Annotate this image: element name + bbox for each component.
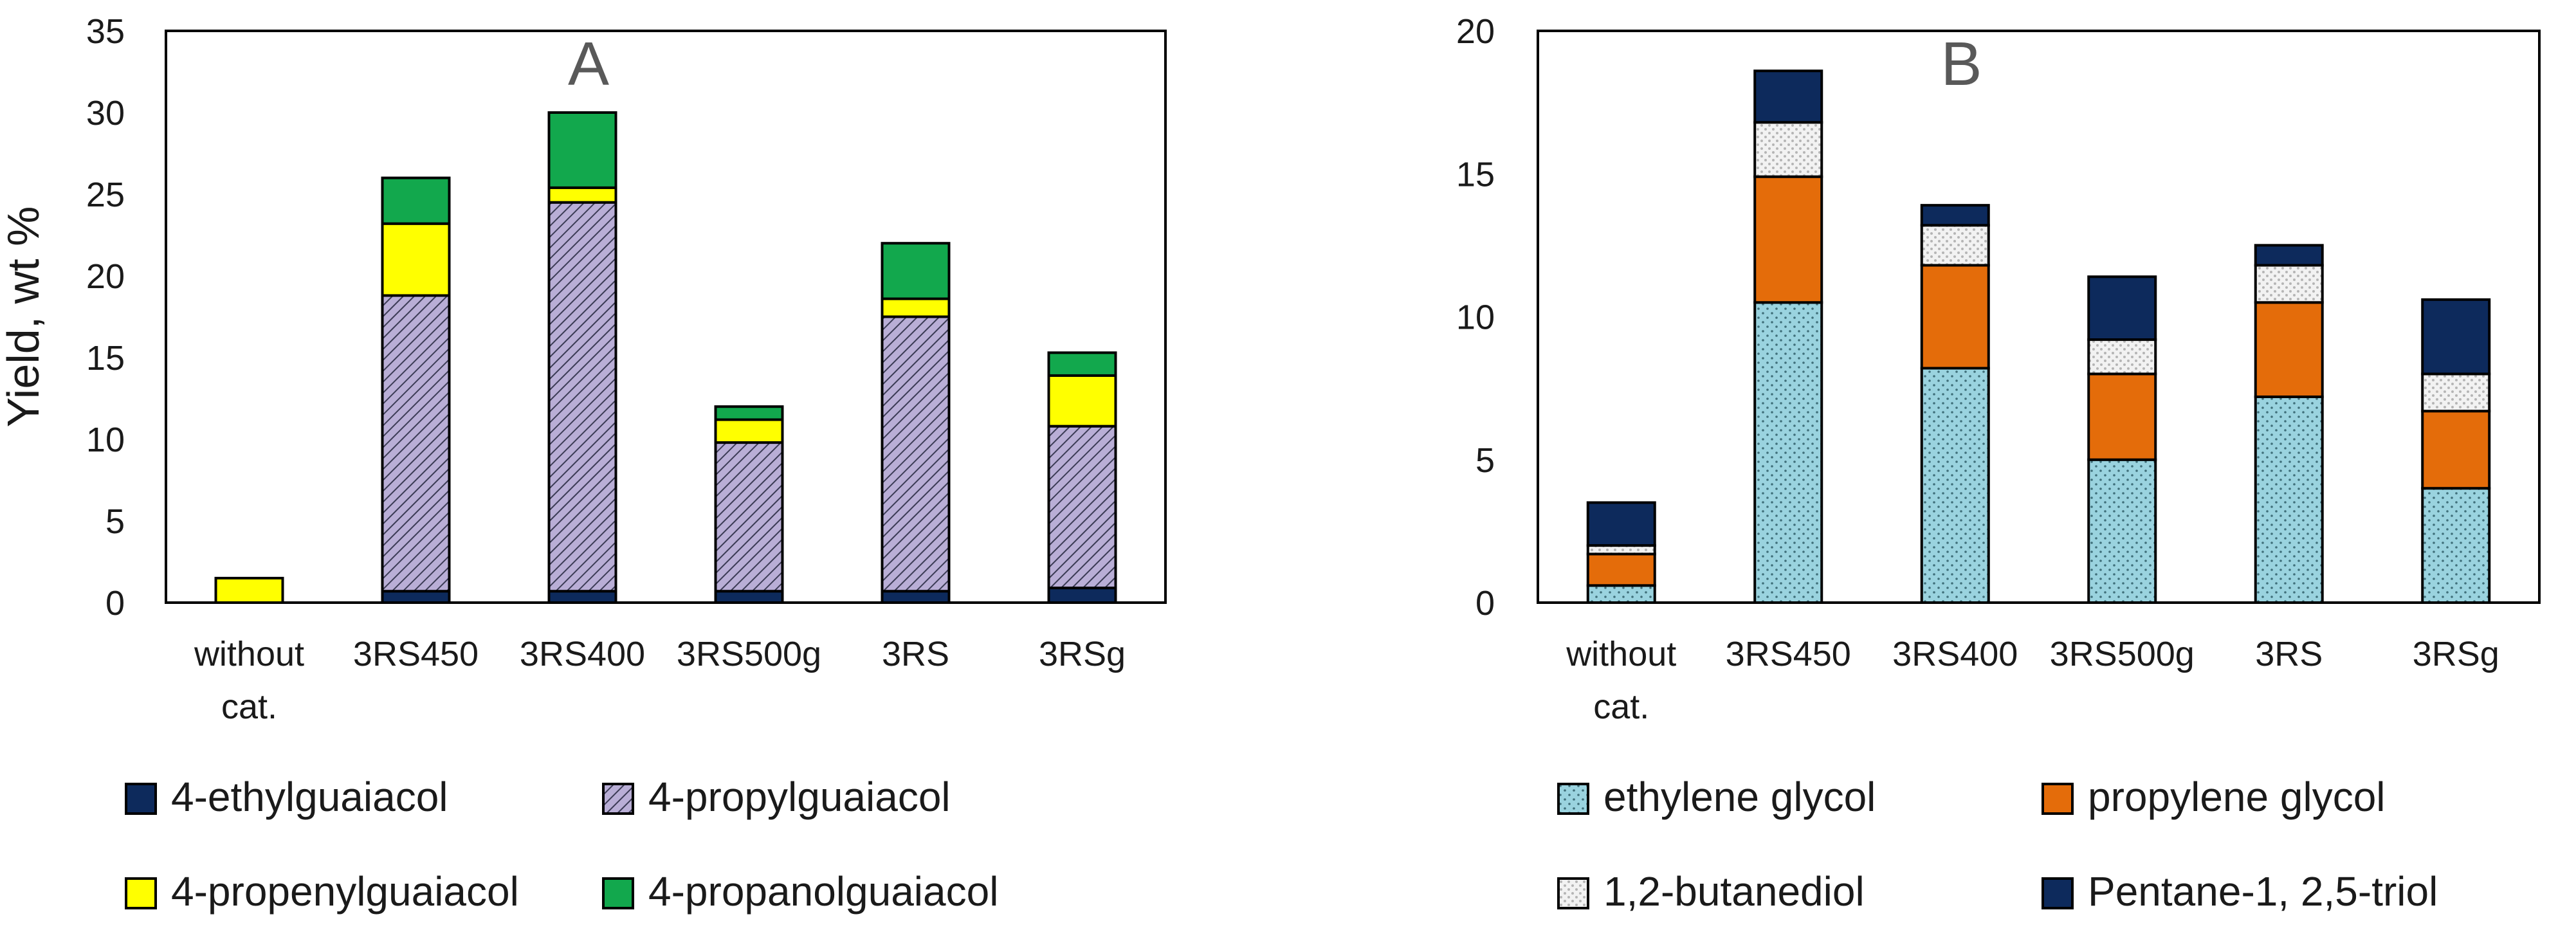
bar-segment-propylene-glycol (2087, 372, 2157, 461)
y-tick-label: 20 (86, 257, 125, 296)
bar-segment-propanolguaiacol (881, 242, 951, 300)
y-tick-label: 20 (1456, 12, 1495, 51)
y-tick-label: 0 (105, 584, 125, 623)
legend-swatch-ethylene-glycol (1557, 783, 1589, 815)
bar-segment-propanolguaiacol (547, 111, 617, 189)
bar-segment-propylene-glycol (2254, 301, 2324, 398)
bar-segment-butanediol (2254, 264, 2324, 304)
legend-label-propenylguaiacol: 4-propenylguaiacol (171, 868, 519, 915)
bar-segment-ethylguaiacol (1047, 587, 1117, 605)
bar-segment-ethylguaiacol (381, 590, 451, 604)
legend-label-pentanetriol: Pentane-1, 2,5-triol (2088, 868, 2438, 915)
legend-b: ethylene glycol propylene glycol 1,2-butan… (1557, 774, 2438, 915)
legend-a: 4-ethylguaiacol 4-propylguaiacol 4-propeny… (125, 774, 998, 915)
bar-segment-ethylguaiacol (881, 590, 951, 604)
y-axis-label: Yield, wt % (0, 206, 48, 428)
bar-segment-ethylene-glycol (1920, 367, 1990, 604)
x-tick-label: 3RS (2255, 635, 2323, 673)
legend-label-ethylene-glycol: ethylene glycol (1603, 774, 1876, 820)
legend-label-ethylguaiacol: 4-ethylguaiacol (171, 774, 448, 820)
plot-frame (1537, 30, 2541, 604)
bar-segment-butanediol (1586, 544, 1656, 556)
bar-segment-propylene-glycol (2421, 410, 2491, 490)
bar-segment-pentanetriol (1586, 501, 1656, 547)
legend-label-propylene-glycol: propylene glycol (2088, 774, 2386, 820)
legend-swatch-propylguaiacol (602, 783, 634, 815)
y-tick-label: 5 (1475, 441, 1495, 480)
bar-segment-propylene-glycol (1920, 264, 1990, 370)
y-tick-label: 10 (1456, 298, 1495, 337)
legend-label-butanediol: 1,2-butanediol (1603, 868, 1865, 915)
bar-segment-butanediol (2421, 372, 2491, 413)
y-tick-label: 30 (86, 94, 125, 132)
y-tick-label: 5 (105, 502, 125, 541)
x-tick-label: without cat. (194, 635, 304, 726)
chart-panel-a: 0 5 10 15 20 25 30 35 Yield, wt % without cat. 3RS4… (0, 12, 1167, 726)
bar-segment-ethylguaiacol (547, 590, 617, 604)
legend-swatch-butanediol (1557, 877, 1589, 909)
bar-segment-pentanetriol (2087, 275, 2157, 342)
legend-swatch-ethylguaiacol (125, 783, 157, 815)
plot-frame (165, 30, 1167, 604)
bar-segment-propanolguaiacol (1047, 351, 1117, 377)
legend-swatch-pentanetriol (2042, 877, 2074, 909)
bar-segment-propylguaiacol (714, 441, 784, 593)
bar-segment-ethylguaiacol (714, 590, 784, 604)
chart-panel-b: 0 5 10 15 20 without cat. 3RS450 3RS400 3RS500g 3R… (1456, 12, 2541, 726)
bar-segment-propenylguaiacol (714, 418, 784, 444)
bar-segment-propenylguaiacol (881, 297, 951, 318)
x-tick-label: 3RSg (2413, 635, 2499, 673)
bar-segment-propenylguaiacol (381, 222, 451, 297)
legend-swatch-propanolguaiacol (602, 877, 634, 909)
bar-segment-butanediol (1753, 121, 1823, 178)
x-tick-label: 3RS500g (677, 635, 821, 673)
y-tick-label: 15 (86, 339, 125, 378)
bar-segment-propylguaiacol (381, 294, 451, 593)
y-tick-label: 35 (86, 12, 125, 51)
bar-segment-propylene-glycol (1586, 552, 1656, 587)
bar-segment-propanolguaiacol (381, 176, 451, 225)
bar-segment-propylguaiacol (1047, 424, 1117, 590)
panel-label: A (568, 30, 609, 98)
legend-swatch-propylene-glycol (2042, 783, 2074, 815)
bar-segment-butanediol (1920, 224, 1990, 267)
bar-segment-propylguaiacol (881, 315, 951, 593)
y-tick-label: 10 (86, 421, 125, 459)
legend-label-propylguaiacol: 4-propylguaiacol (648, 774, 951, 820)
x-tick-label: 3RS500g (2050, 635, 2195, 673)
bar-segment-propenylguaiacol (1047, 374, 1117, 428)
bar-segment-ethylene-glycol (2421, 487, 2491, 605)
x-tick-label: 3RS450 (353, 635, 479, 673)
x-tick-label: 3RS400 (520, 635, 645, 673)
bar-segment-ethylene-glycol (2254, 395, 2324, 605)
bar-segment-propylguaiacol (547, 201, 617, 593)
bar-segment-propanolguaiacol (714, 405, 784, 421)
x-tick-label: 3RS450 (1726, 635, 1851, 673)
y-tick-label: 0 (1475, 584, 1495, 623)
legend-label-propanolguaiacol: 4-propanolguaiacol (648, 868, 998, 915)
bar-segment-pentanetriol (1753, 69, 1823, 124)
bar-segment-pentanetriol (1920, 204, 1990, 227)
bar-segment-pentanetriol (2254, 244, 2324, 267)
bar-segment-ethylene-glycol (1586, 584, 1656, 605)
bar-segment-ethylene-glycol (2087, 458, 2157, 604)
bar-segment-propenylguaiacol (214, 576, 284, 605)
x-tick-label: 3RSg (1039, 635, 1126, 673)
bar-segment-pentanetriol (2421, 298, 2491, 376)
y-tick-label: 15 (1456, 155, 1495, 194)
y-tick-label: 25 (86, 176, 125, 214)
bar-segment-propenylguaiacol (547, 186, 617, 204)
bar-segment-ethylene-glycol (1753, 301, 1823, 604)
x-tick-label: 3RS (882, 635, 949, 673)
bar-segment-butanediol (2087, 338, 2157, 376)
x-tick-label: without cat. (1566, 635, 1676, 726)
panel-label: B (1941, 30, 1982, 98)
bar-segment-propylene-glycol (1753, 175, 1823, 304)
legend-swatch-propenylguaiacol (125, 877, 157, 909)
x-tick-label: 3RS400 (1892, 635, 2018, 673)
